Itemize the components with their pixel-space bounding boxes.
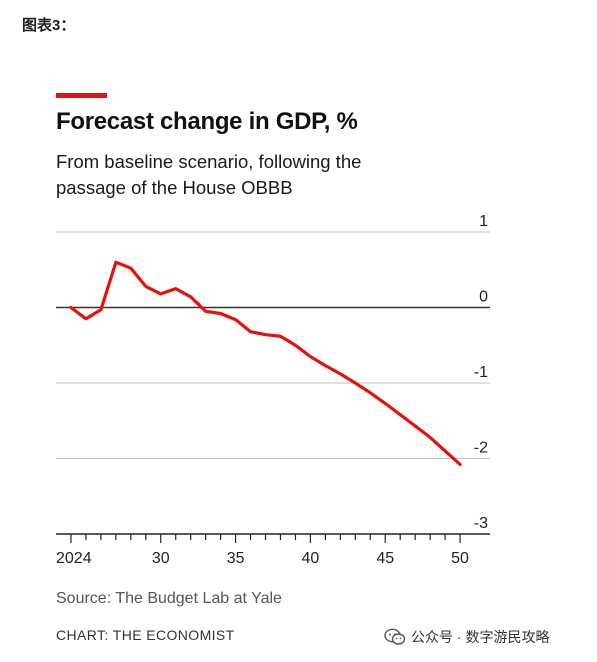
gdp-series-line [69, 260, 462, 467]
x-tick-label: 50 [451, 550, 469, 567]
figure-caption: 图表3： [22, 17, 76, 34]
x-tick-label: 2024 [56, 550, 92, 567]
y-tick-label: -2 [474, 440, 488, 457]
y-tick-label: -1 [474, 364, 488, 381]
wechat-watermark-text: 公众号 · 数字游民攻略 [411, 629, 550, 645]
chart-source: Source: The Budget Lab at Yale [56, 590, 282, 607]
y-tick-label: 1 [479, 213, 488, 230]
x-axis [56, 533, 490, 543]
chart-credit: CHART: THE ECONOMIST [56, 627, 235, 643]
x-tick-labels: 2024 30 35 40 45 50 [56, 550, 469, 567]
y-tick-label: -3 [474, 515, 488, 532]
chart-subtitle: From baseline scenario, following the pa… [56, 151, 362, 198]
wechat-watermark: 公众号 · 数字游民攻略 [384, 627, 549, 647]
x-tick-label: 30 [152, 550, 170, 567]
chart-title: Forecast change in GDP, % [56, 108, 358, 135]
x-tick-label: 35 [227, 550, 245, 567]
y-tick-label: 0 [479, 289, 488, 306]
economist-red-bar [56, 93, 107, 98]
y-tick-labels: 1 0 -1 -2 -3 [474, 213, 488, 532]
gridlines [56, 231, 490, 459]
wechat-icon [384, 628, 406, 645]
series-layer [69, 260, 462, 467]
x-tick-label: 40 [302, 550, 320, 567]
x-tick-label: 45 [376, 550, 394, 567]
